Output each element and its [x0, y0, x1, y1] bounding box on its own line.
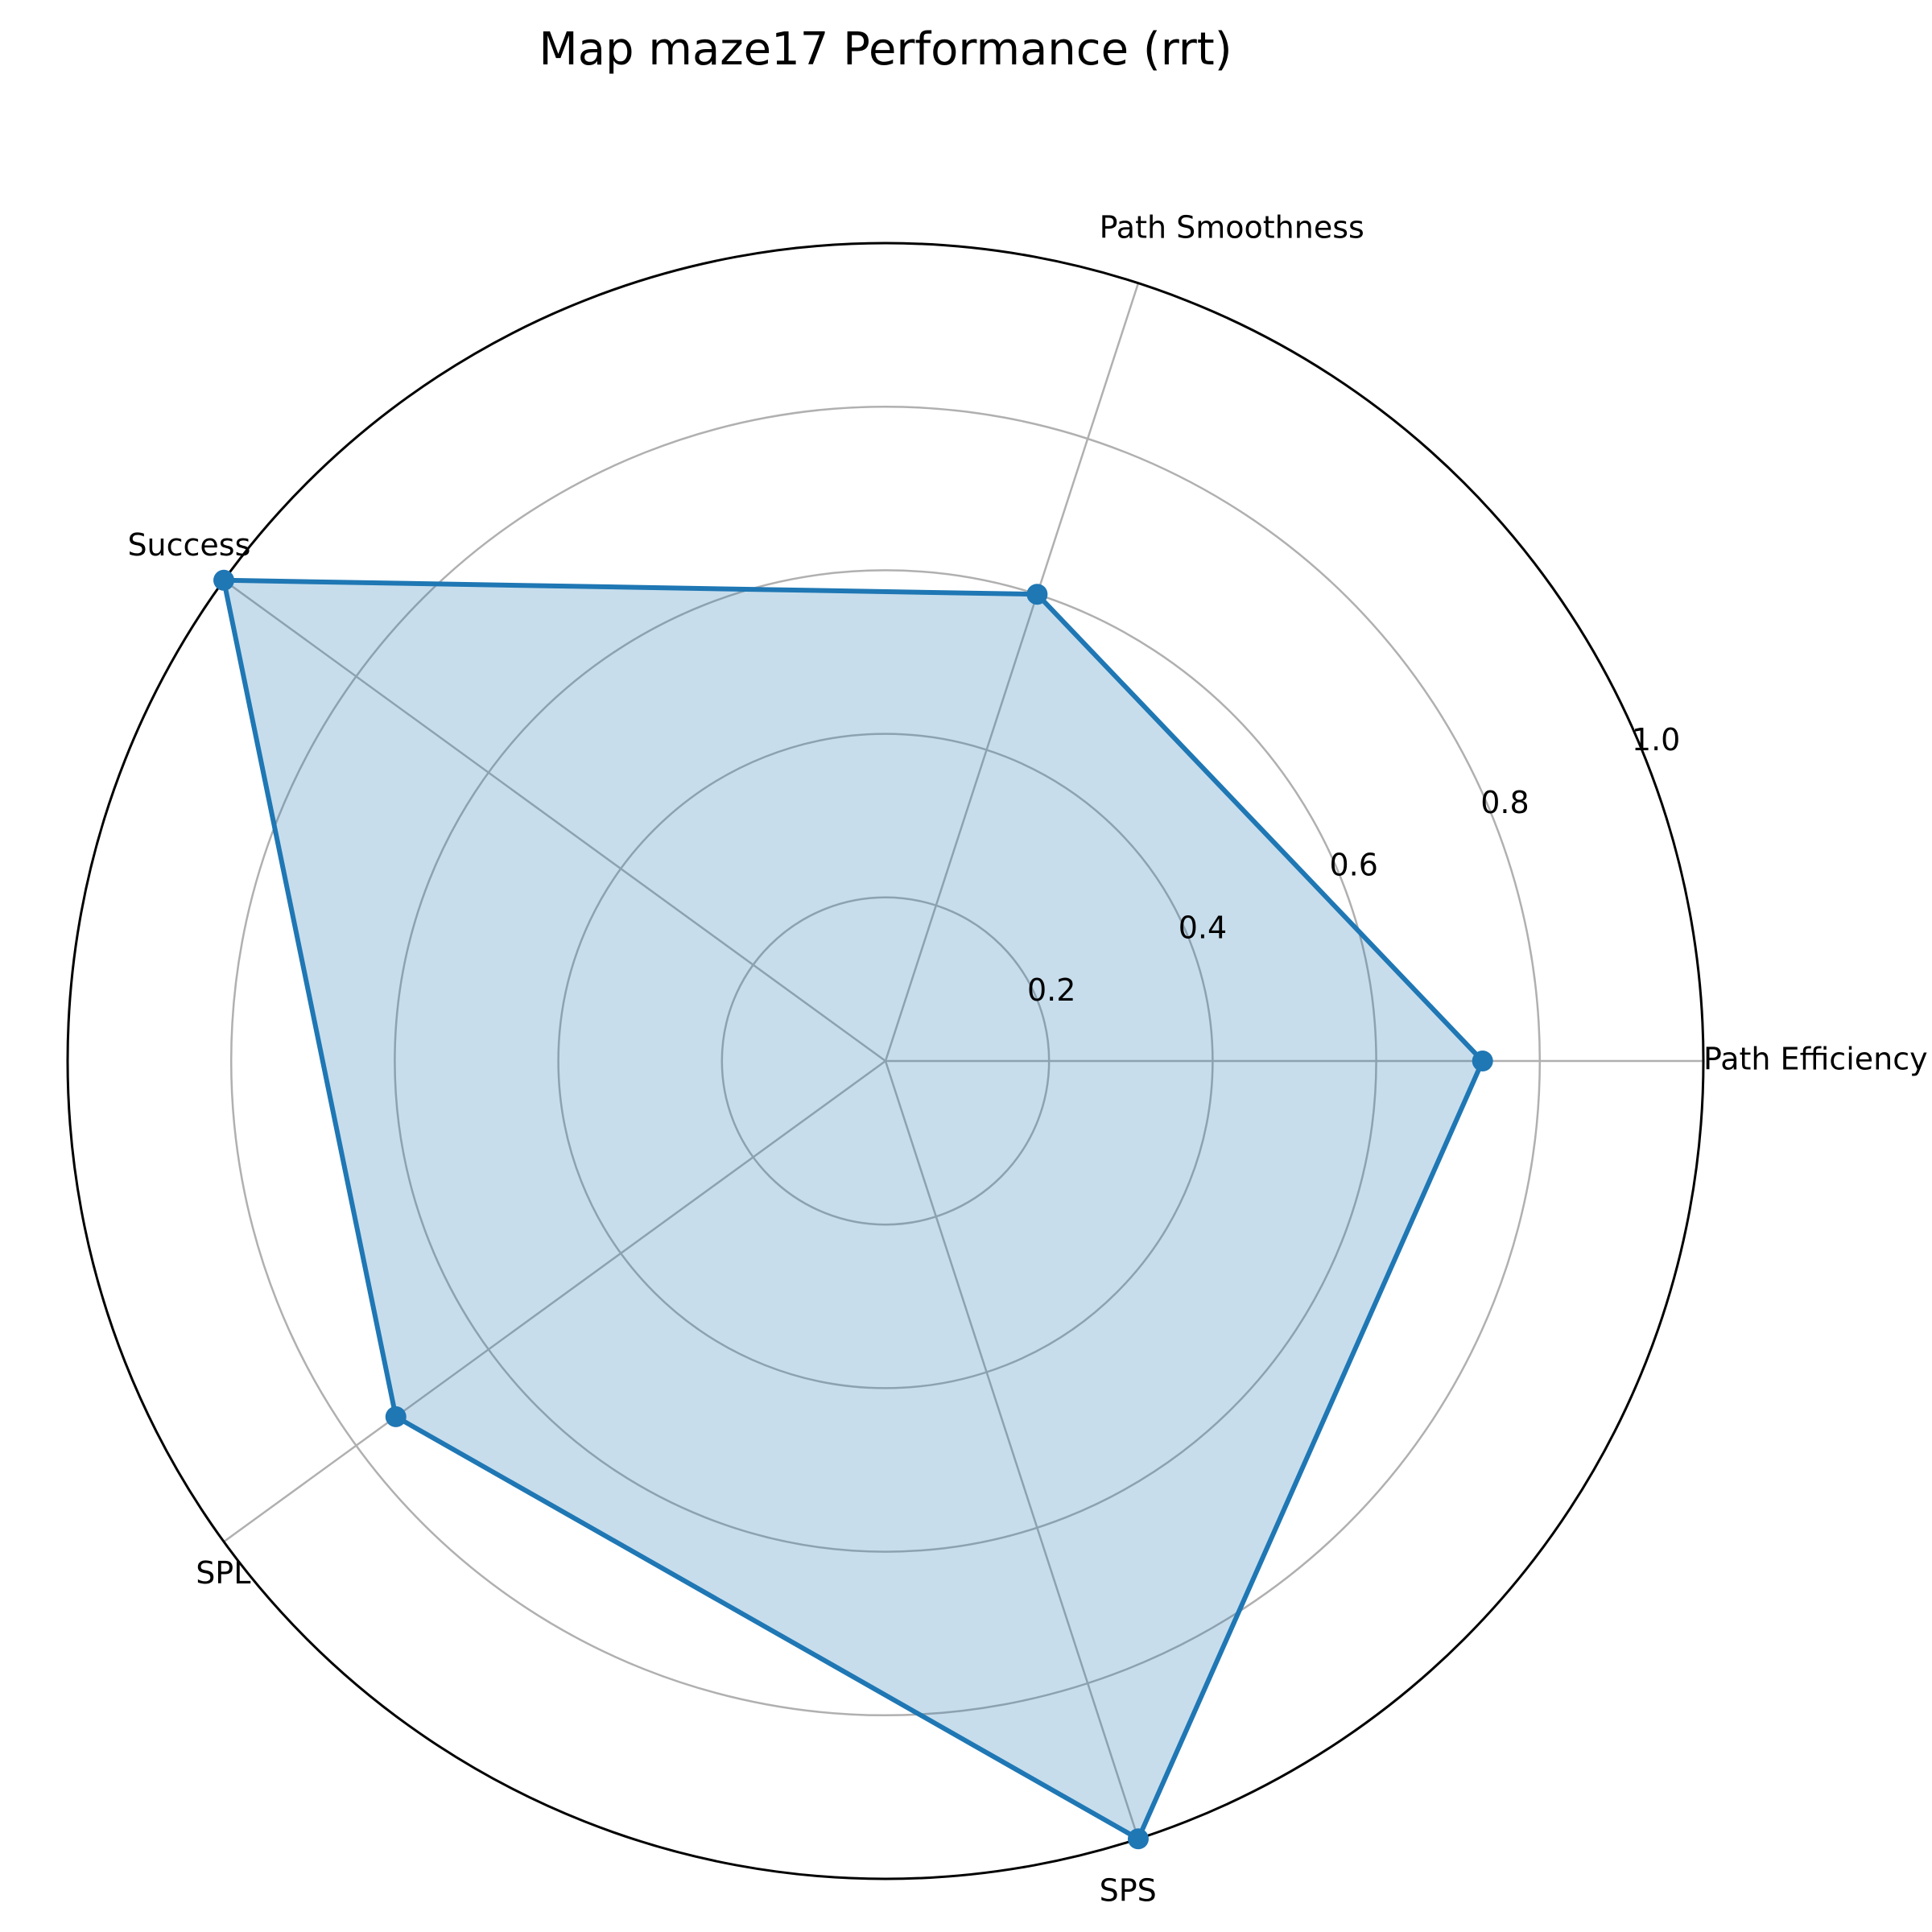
chart-title: Map maze17 Performance (rrt): [539, 23, 1232, 76]
axis-label-success: Success: [127, 527, 250, 563]
data-point-path-smoothness: [1026, 584, 1048, 605]
spoke-3: [223, 579, 886, 1063]
axis-label-spl: SPL: [196, 1555, 250, 1591]
radial-tick-label: 0.2: [1027, 972, 1075, 1008]
label-layer: 0.2 0.4 0.6 0.8 1.0 Path Efficiency Path Smoot…: [127, 210, 1927, 1909]
data-point-path-efficiency: [1472, 1051, 1493, 1071]
radial-tick-label: 0.4: [1179, 910, 1227, 945]
radial-tick-label: 0.8: [1480, 785, 1529, 820]
spoke-4: [223, 1059, 886, 1543]
data-point-sps: [1127, 1828, 1149, 1850]
spoke-5: [884, 1060, 1140, 1839]
series-area: [224, 580, 1483, 1839]
axis-label-path-smoothness: Path Smoothness: [1100, 210, 1364, 246]
axis-label-path-efficiency: Path Efficiency: [1703, 1042, 1928, 1077]
data-point-success: [213, 569, 235, 591]
series-layer: [213, 569, 1493, 1850]
series-line: [221, 577, 1485, 1842]
radial-tick-label: 0.6: [1329, 848, 1377, 883]
spoke-2: [884, 283, 1140, 1062]
outer-frame: [66, 242, 1705, 1880]
grid-layer: [66, 242, 1705, 1880]
radial-tick-label: 1.0: [1632, 722, 1680, 758]
axis-label-sps: SPS: [1100, 1872, 1157, 1908]
data-point-spl: [385, 1406, 407, 1427]
